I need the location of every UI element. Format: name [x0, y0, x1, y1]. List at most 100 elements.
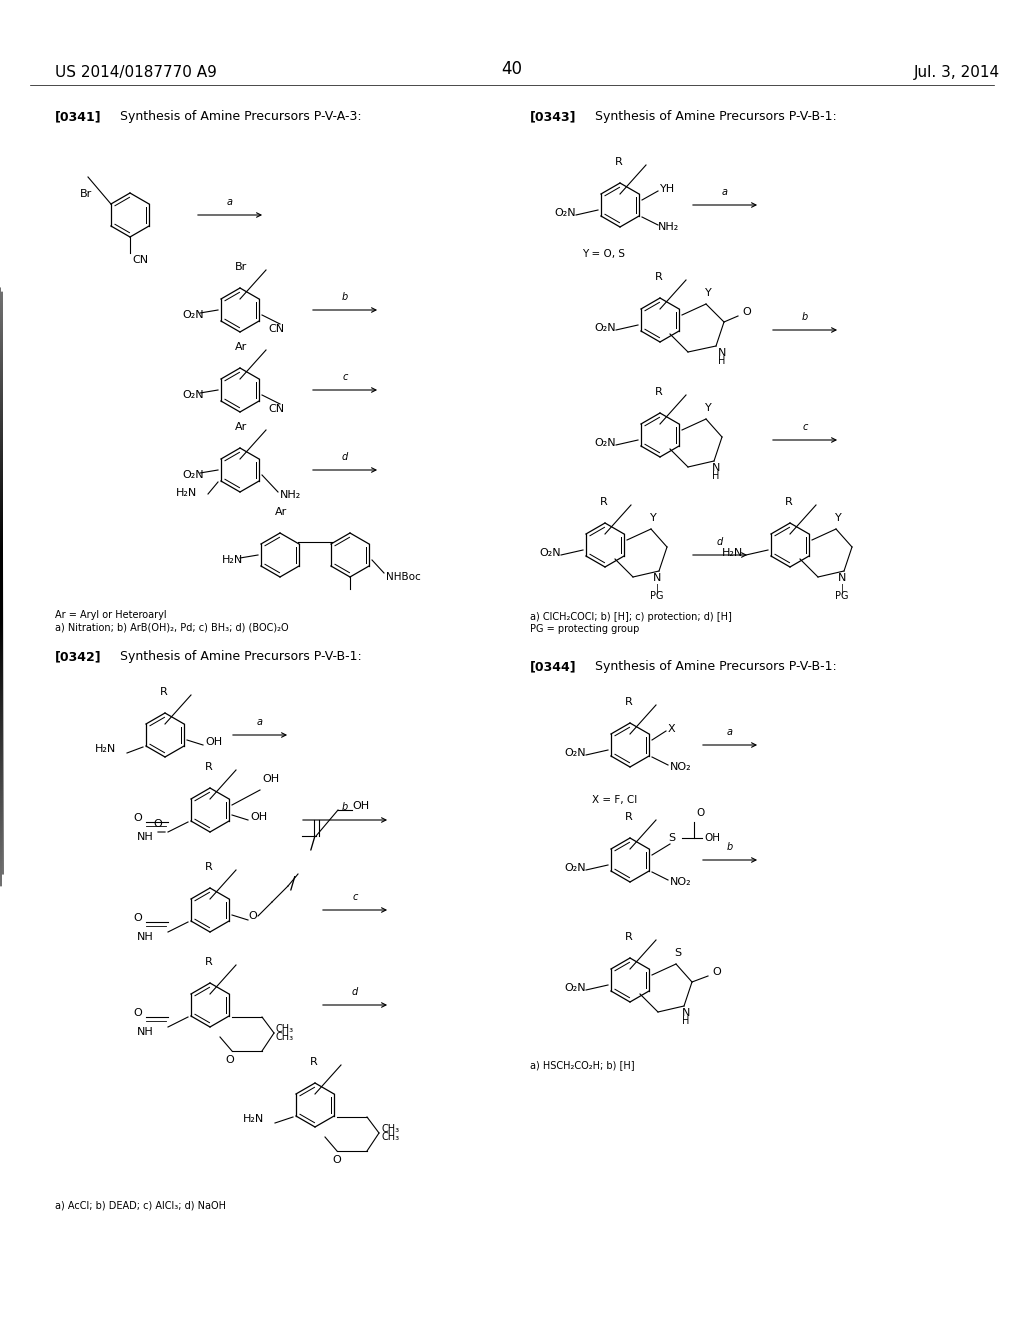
Text: O₂N: O₂N — [564, 983, 586, 993]
Text: O: O — [742, 308, 751, 317]
Text: Ar: Ar — [275, 507, 288, 517]
Text: c: c — [342, 372, 348, 381]
Text: H: H — [713, 471, 720, 480]
Text: R: R — [310, 1057, 317, 1067]
Text: NH: NH — [137, 832, 154, 842]
Text: 40: 40 — [502, 59, 522, 78]
Text: NH₂: NH₂ — [280, 490, 301, 500]
Text: H₂N: H₂N — [95, 744, 117, 754]
Text: O: O — [154, 818, 162, 829]
Text: b: b — [342, 292, 348, 302]
Text: H₂N: H₂N — [243, 1114, 264, 1125]
Text: PG = protecting group: PG = protecting group — [530, 624, 639, 634]
Text: Br: Br — [234, 261, 247, 272]
Text: OH: OH — [352, 801, 369, 810]
Text: PG: PG — [836, 591, 849, 601]
Text: |: | — [655, 583, 658, 594]
Text: R: R — [625, 697, 633, 708]
Text: NO₂: NO₂ — [670, 876, 691, 887]
Text: O₂N: O₂N — [182, 310, 204, 319]
Text: NHBoc: NHBoc — [386, 572, 421, 582]
Text: a: a — [722, 187, 728, 197]
Text: YH: YH — [660, 183, 675, 194]
Text: R: R — [625, 932, 633, 942]
Text: O: O — [133, 813, 142, 822]
Text: Ar = Aryl or Heteroaryl: Ar = Aryl or Heteroaryl — [55, 610, 167, 620]
Text: OH: OH — [250, 812, 267, 822]
Text: b: b — [342, 803, 348, 812]
Text: Synthesis of Amine Precursors P-V-B-1:: Synthesis of Amine Precursors P-V-B-1: — [595, 110, 837, 123]
Text: CH₃: CH₃ — [381, 1125, 399, 1134]
Text: [0344]: [0344] — [530, 660, 577, 673]
Text: R: R — [655, 387, 663, 397]
Text: N: N — [682, 1008, 690, 1018]
Text: a) ClCH₂COCl; b) [H]; c) protection; d) [H]: a) ClCH₂COCl; b) [H]; c) protection; d) … — [530, 612, 732, 622]
Text: N: N — [653, 573, 662, 583]
Text: US 2014/0187770 A9: US 2014/0187770 A9 — [55, 65, 217, 81]
Text: R: R — [205, 862, 213, 873]
Text: X: X — [668, 723, 676, 734]
Text: a) HSCH₂CO₂H; b) [H]: a) HSCH₂CO₂H; b) [H] — [530, 1060, 635, 1071]
Text: [0341]: [0341] — [55, 110, 101, 123]
Text: O: O — [712, 968, 721, 977]
Text: NH: NH — [137, 932, 154, 942]
Text: S: S — [669, 833, 676, 843]
Text: a: a — [727, 727, 733, 737]
Text: H₂N: H₂N — [176, 488, 198, 498]
Text: O₂N: O₂N — [182, 389, 204, 400]
Text: Ar: Ar — [234, 342, 247, 352]
Text: [0342]: [0342] — [55, 649, 101, 663]
Text: CH₃: CH₃ — [276, 1032, 294, 1041]
Text: O₂N: O₂N — [539, 548, 560, 558]
Text: Y = O, S: Y = O, S — [582, 249, 625, 259]
Text: O: O — [225, 1055, 234, 1065]
Text: N: N — [718, 348, 726, 358]
Text: O: O — [696, 808, 705, 818]
Text: c: c — [803, 422, 808, 432]
Text: H: H — [718, 356, 726, 366]
Text: CN: CN — [132, 255, 148, 265]
Text: /: / — [290, 875, 296, 894]
Text: d: d — [717, 537, 723, 546]
Text: R: R — [205, 957, 213, 968]
Text: Synthesis of Amine Precursors P-V-A-3:: Synthesis of Amine Precursors P-V-A-3: — [120, 110, 361, 123]
Text: a) AcCl; b) DEAD; c) AlCl₃; d) NaOH: a) AcCl; b) DEAD; c) AlCl₃; d) NaOH — [55, 1200, 226, 1210]
Text: Synthesis of Amine Precursors P-V-B-1:: Synthesis of Amine Precursors P-V-B-1: — [120, 649, 361, 663]
Text: O: O — [133, 913, 142, 923]
Text: CN: CN — [268, 404, 284, 414]
Text: X = F, Cl: X = F, Cl — [592, 795, 637, 805]
Text: R: R — [205, 762, 213, 772]
Text: CH₃: CH₃ — [381, 1133, 399, 1142]
Text: O₂N: O₂N — [594, 323, 615, 333]
Text: a) Nitration; b) ArB(OH)₂, Pd; c) BH₃; d) (BOC)₂O: a) Nitration; b) ArB(OH)₂, Pd; c) BH₃; d… — [55, 622, 289, 632]
Text: O: O — [133, 1008, 142, 1018]
Text: Ar: Ar — [234, 422, 247, 432]
Text: O₂N: O₂N — [564, 863, 586, 873]
Text: H₂N: H₂N — [722, 548, 743, 558]
Text: R: R — [160, 686, 168, 697]
Text: Y: Y — [705, 403, 712, 413]
Text: a: a — [257, 717, 263, 727]
Text: NH: NH — [137, 1027, 154, 1038]
Text: O₂N: O₂N — [182, 470, 204, 480]
Text: a: a — [227, 197, 233, 207]
Text: OH: OH — [705, 833, 720, 843]
Text: d: d — [352, 987, 358, 997]
Text: NH₂: NH₂ — [658, 222, 679, 232]
Text: R: R — [785, 498, 793, 507]
Text: R: R — [655, 272, 663, 282]
Text: O: O — [248, 911, 257, 921]
Text: R: R — [600, 498, 608, 507]
Text: H₂N: H₂N — [222, 554, 244, 565]
Text: OH: OH — [262, 774, 280, 784]
Text: Synthesis of Amine Precursors P-V-B-1:: Synthesis of Amine Precursors P-V-B-1: — [595, 660, 837, 673]
Text: |: | — [841, 583, 844, 594]
Text: H: H — [682, 1016, 690, 1026]
Text: CN: CN — [268, 323, 284, 334]
Text: R: R — [625, 812, 633, 822]
Text: N: N — [712, 463, 720, 473]
Text: Y: Y — [835, 513, 842, 523]
Text: b: b — [727, 842, 733, 851]
Text: Y: Y — [705, 288, 712, 298]
Text: O₂N: O₂N — [554, 209, 575, 218]
